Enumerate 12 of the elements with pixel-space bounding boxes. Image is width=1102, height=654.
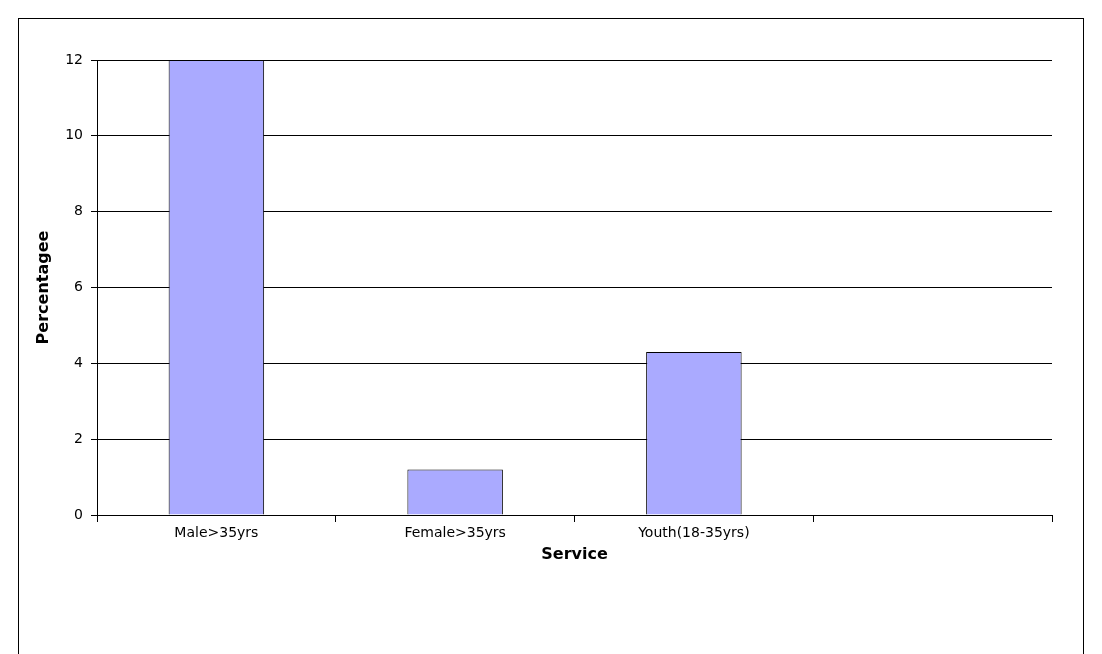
y-axis-title: Percentagee [32, 230, 52, 345]
y-tick-label: 8 [74, 202, 84, 219]
y-tick-label: 6 [74, 278, 84, 295]
y-tick-label: 12 [65, 50, 84, 67]
y-tick-label: 0 [74, 505, 84, 522]
x-tick-label: Youth(18-35yrs) [637, 524, 750, 541]
y-tick-label: 4 [74, 353, 84, 370]
y-tick-label: 10 [65, 126, 84, 143]
x-tick-label: Male>35yrs [174, 524, 259, 541]
y-tick-label: 2 [74, 429, 84, 446]
x-tick-label: Female>35yrs [404, 524, 506, 541]
x-axis-title: Service [541, 543, 608, 563]
